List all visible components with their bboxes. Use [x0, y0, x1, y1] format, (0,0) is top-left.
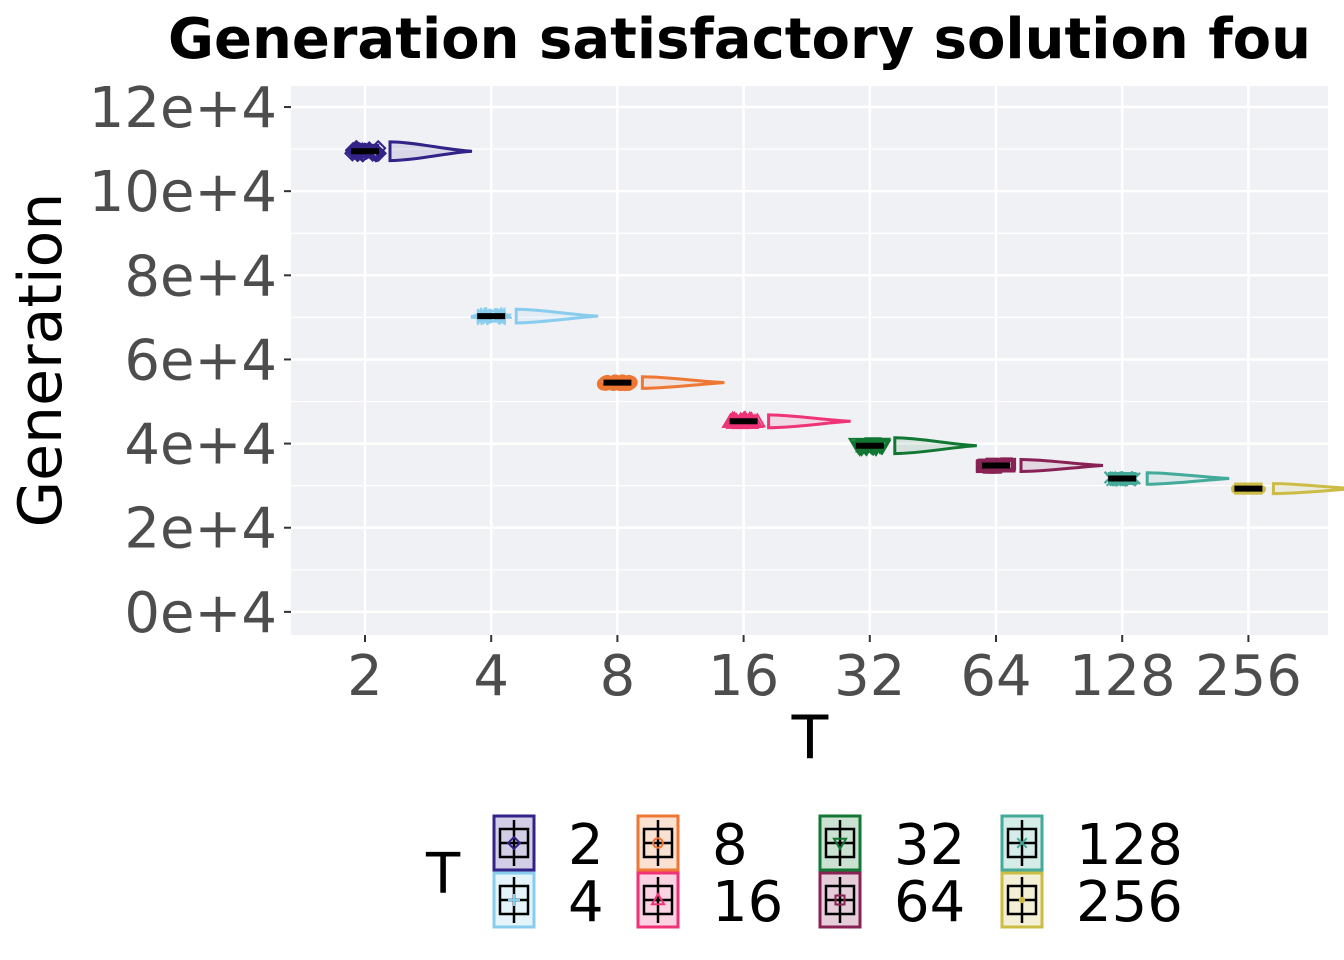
x-tick-label: 4	[473, 644, 509, 709]
y-tick-label: 12e+4	[89, 76, 277, 141]
series-4	[470, 307, 599, 326]
marker-plus	[508, 894, 520, 906]
series-64	[975, 457, 1104, 474]
x-tick-label: 2	[347, 644, 383, 709]
marker-x	[1016, 837, 1028, 849]
marker-square	[834, 894, 846, 906]
x-axis: 2 4 8 16 32 64 128 256	[347, 635, 1302, 709]
half-violin	[893, 436, 977, 456]
series-8	[596, 374, 725, 392]
legend-key-64: 64	[818, 870, 965, 935]
legend-label: 8	[712, 813, 748, 878]
legend-title: T	[425, 842, 461, 907]
marker-triangle-down	[832, 837, 848, 851]
marker-circle	[652, 837, 664, 849]
y-axis: 0e+4 2e+4 4e+4 6e+4 8e+4 10e+4 12e+4	[89, 76, 291, 646]
legend-key-16: 16	[636, 870, 783, 935]
x-tick-label: 32	[834, 644, 905, 709]
legend-key-32: 32	[818, 813, 965, 878]
half-violin	[1145, 471, 1230, 486]
legend-key-128: 128	[1000, 813, 1183, 878]
half-violin	[1271, 482, 1344, 496]
y-axis-title: Generation	[6, 193, 76, 528]
marker-diamond	[506, 835, 522, 851]
x-axis-title: T	[791, 703, 829, 773]
x-tick-label: 64	[960, 644, 1031, 709]
y-tick-label: 10e+4	[89, 160, 277, 225]
y-tick-label: 8e+4	[124, 244, 277, 309]
legend-label: 64	[894, 870, 965, 935]
legend-label: 256	[1076, 870, 1183, 935]
x-tick-label: 256	[1195, 644, 1302, 709]
marker-triangle-up	[650, 892, 666, 906]
legend-label: 16	[712, 870, 783, 935]
legend-key-4: 4	[492, 870, 604, 935]
y-tick-label: 0e+4	[124, 581, 277, 646]
legend-key-256: 256	[1000, 870, 1183, 935]
half-violin	[640, 375, 725, 390]
y-tick-label: 2e+4	[124, 497, 277, 562]
legend-label: 4	[568, 870, 604, 935]
series-128	[1103, 470, 1230, 487]
legend-key-2: 2	[492, 813, 604, 878]
y-tick-label: 6e+4	[124, 328, 277, 393]
marker-asterisk	[1018, 896, 1026, 904]
half-violin	[388, 140, 473, 163]
chart-title: Generation satisfactory solution fou	[168, 7, 1311, 72]
x-tick-label: 128	[1069, 644, 1176, 709]
legend-label: 128	[1076, 813, 1183, 878]
legend-label: 2	[568, 813, 604, 878]
series-marks	[343, 139, 1344, 496]
x-tick-label: 8	[600, 644, 636, 709]
gridlines	[291, 86, 1328, 635]
series-2	[343, 139, 473, 163]
half-violin	[1019, 457, 1104, 473]
series-256	[1230, 482, 1344, 496]
legend-key-8: 8	[636, 813, 748, 878]
series-16	[721, 410, 851, 430]
half-violin	[514, 307, 599, 325]
series-32	[847, 436, 977, 457]
legend-label: 32	[894, 813, 965, 878]
half-violin	[767, 413, 851, 430]
x-tick-label: 16	[708, 644, 779, 709]
y-tick-label: 4e+4	[124, 413, 277, 478]
